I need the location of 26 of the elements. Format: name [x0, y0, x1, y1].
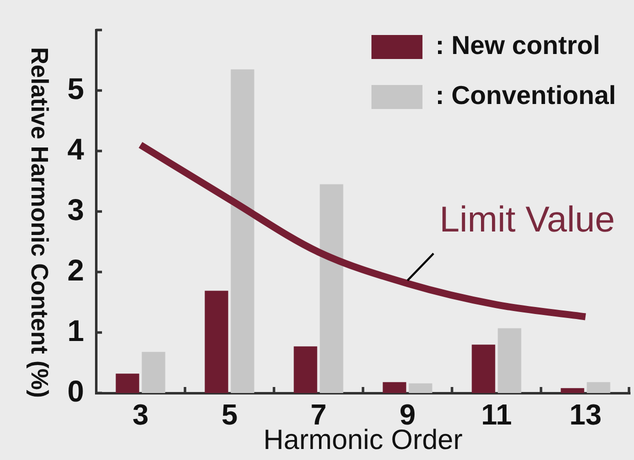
bar — [472, 344, 496, 393]
y-tick-label: 1 — [67, 314, 84, 348]
x-tick-label: 13 — [569, 399, 602, 432]
x-tick-label: 5 — [221, 399, 238, 432]
bar — [498, 328, 522, 393]
y-tick-label: 3 — [67, 194, 84, 227]
x-tick-label: 11 — [481, 399, 512, 432]
bar — [204, 290, 228, 393]
bar — [142, 352, 166, 393]
x-tick-label: 3 — [132, 399, 149, 432]
y-tick-label: 2 — [67, 254, 84, 288]
bar — [320, 184, 344, 393]
y-tick-label: 4 — [67, 133, 84, 166]
bar — [408, 383, 432, 393]
bar — [560, 388, 584, 393]
bar — [294, 346, 318, 393]
bar — [382, 382, 406, 393]
y-tick-label: 5 — [67, 72, 84, 106]
legend-label: : New control — [435, 30, 600, 60]
annotation: Limit Value — [440, 198, 615, 240]
bar — [586, 382, 610, 393]
legend-label: : Conventional — [435, 80, 616, 110]
y-axis-title: Relative Harmonic Content (%) — [25, 47, 52, 398]
y-tick-label: 0 — [67, 375, 84, 408]
bar — [230, 69, 254, 393]
bar — [116, 374, 140, 393]
